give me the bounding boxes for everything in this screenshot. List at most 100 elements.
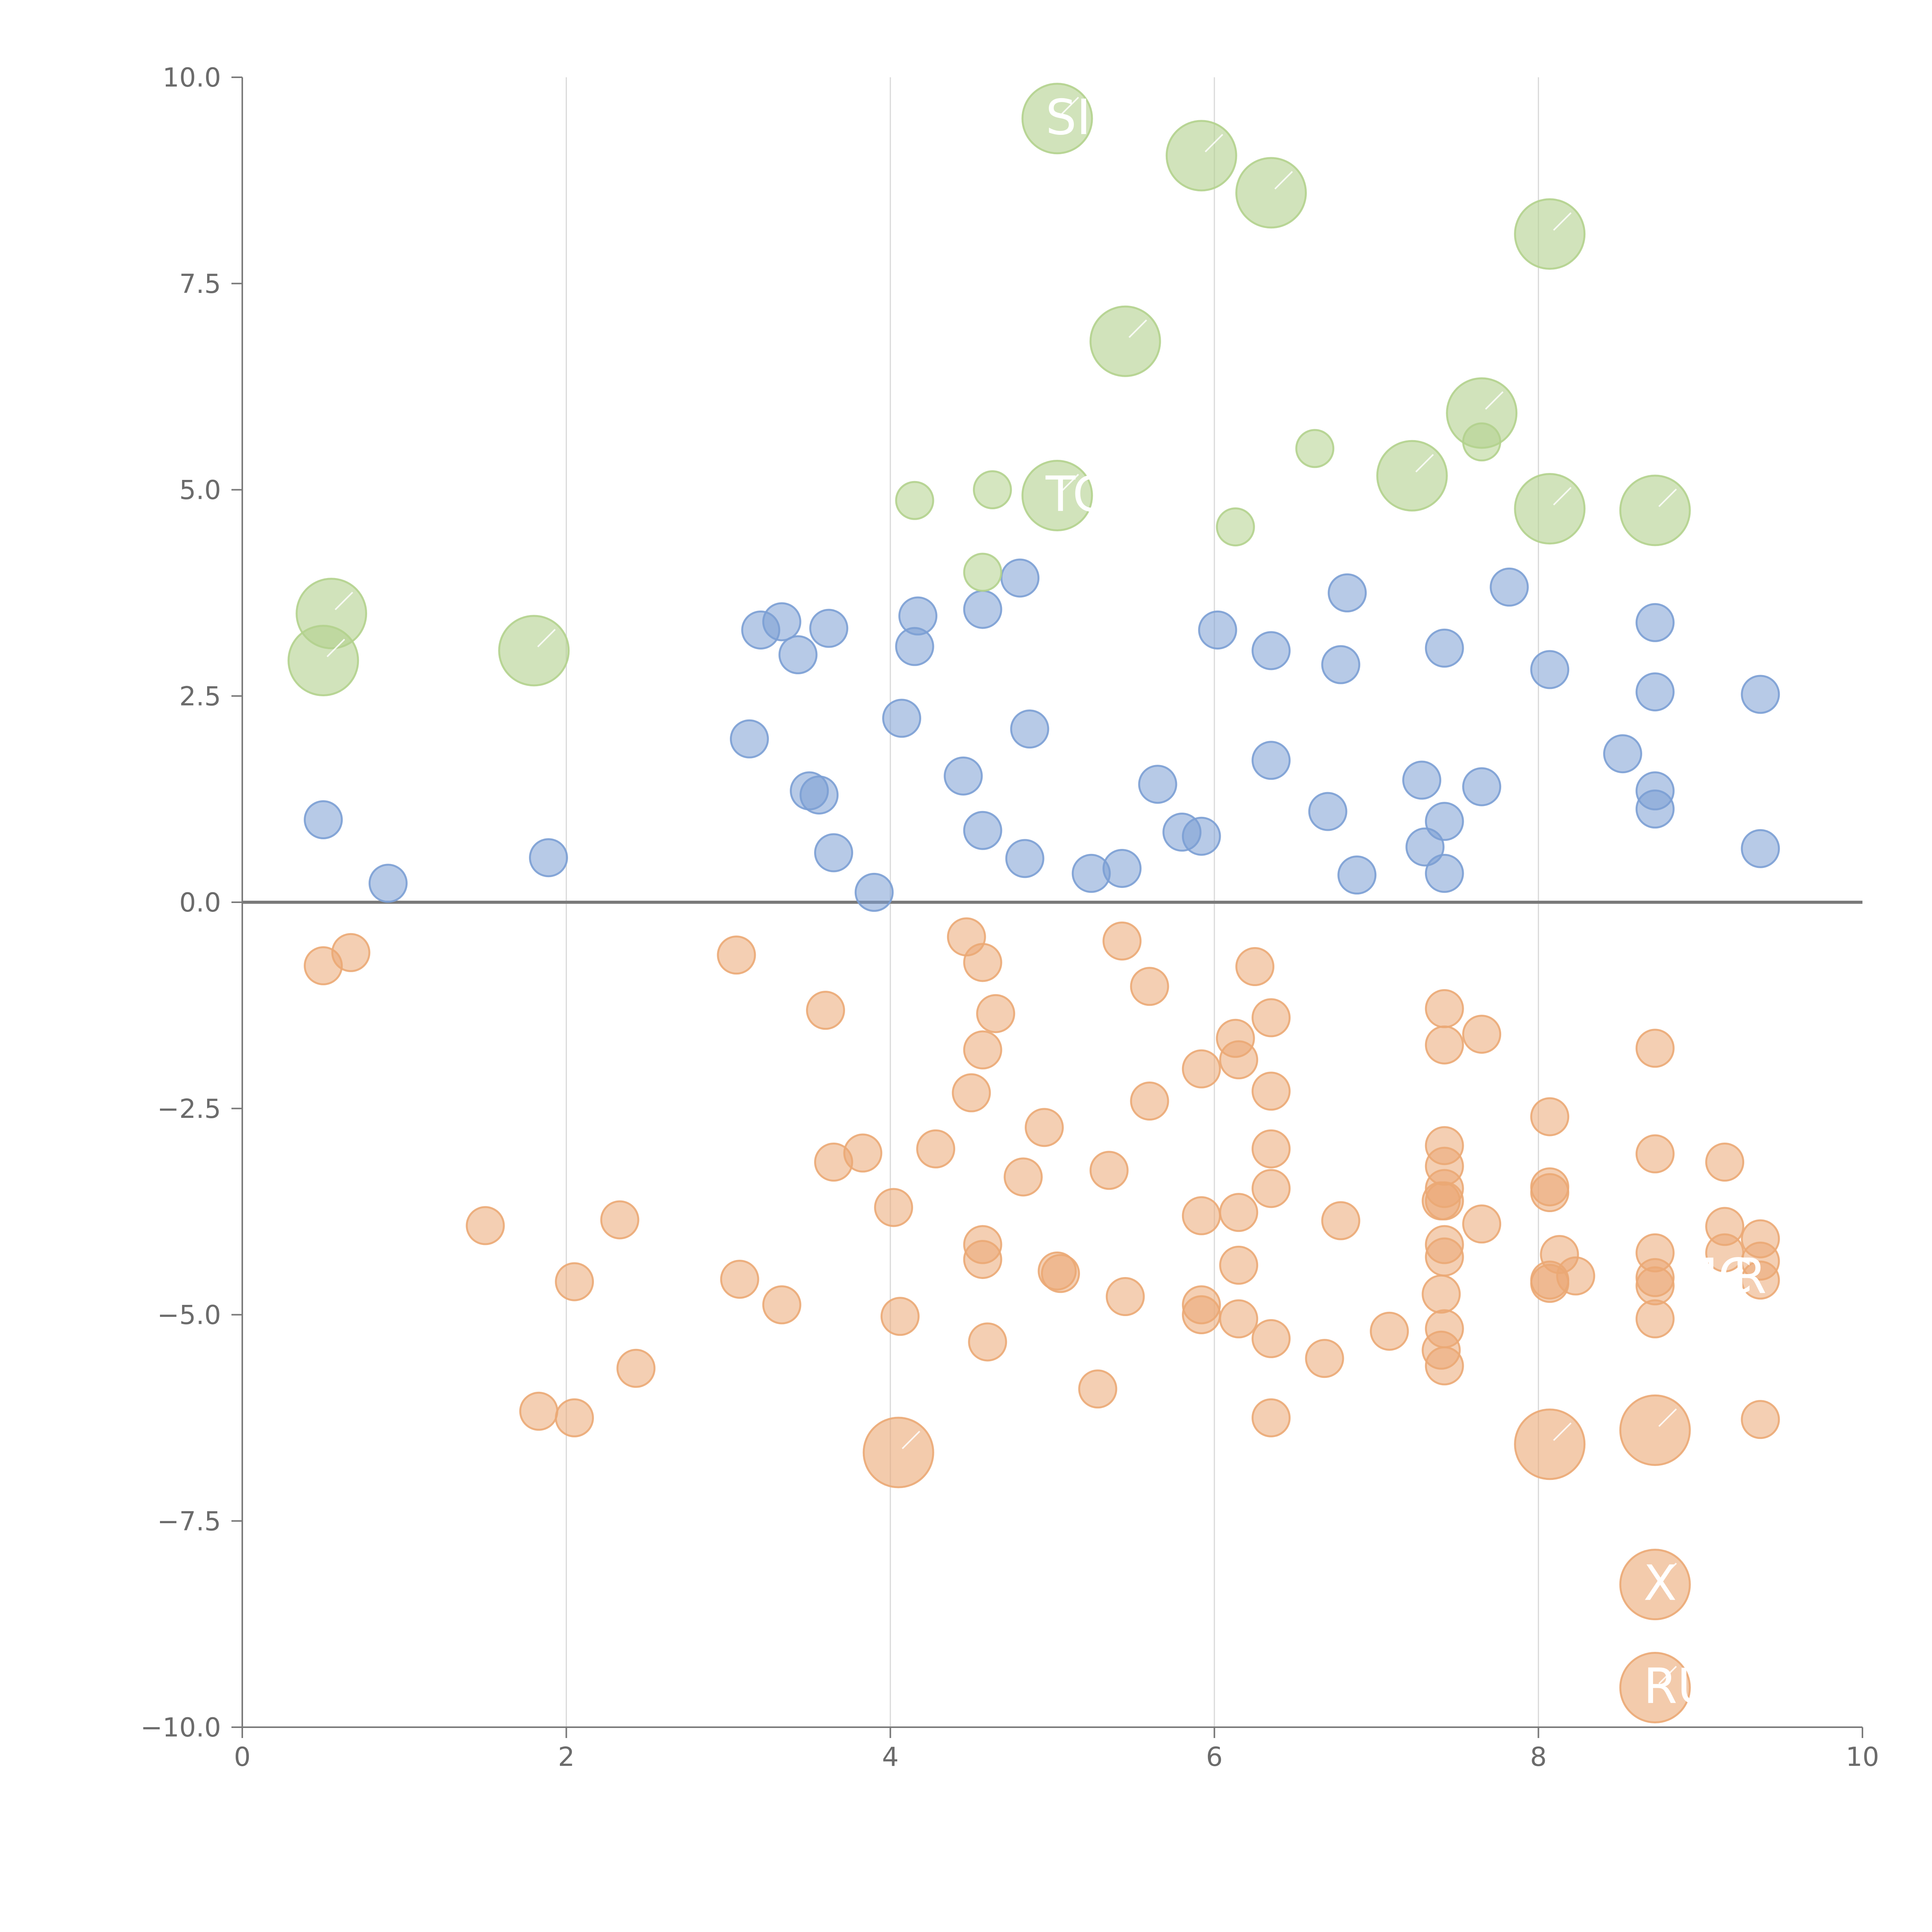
data-point: [1003, 1157, 1043, 1197]
data-point: [1635, 1266, 1675, 1306]
data-point: [304, 800, 343, 839]
data-point: [1216, 507, 1255, 547]
large-data-point: [1619, 1394, 1691, 1466]
data-point: [1603, 734, 1642, 774]
large-data-point: [498, 615, 570, 687]
y-tick-label: −5.0: [157, 1300, 221, 1331]
label-leader-line: [1553, 1422, 1572, 1441]
y-tick-label: 5.0: [179, 475, 221, 506]
data-point: [1530, 650, 1570, 689]
data-point: [1252, 1071, 1291, 1111]
data-point: [1130, 1082, 1169, 1121]
data-point: [1219, 1193, 1259, 1232]
data-point: [1025, 1108, 1064, 1147]
data-point: [1635, 603, 1675, 642]
label-leader-line: [1658, 1563, 1677, 1582]
data-point: [874, 1188, 913, 1227]
data-point: [1425, 1309, 1464, 1349]
label-leader-line: [327, 639, 345, 657]
data-point: [1005, 839, 1044, 878]
data-point: [1321, 1201, 1361, 1240]
point-label: TC: [1045, 466, 1107, 522]
y-tick-label: 2.5: [179, 681, 221, 712]
data-point: [1705, 1143, 1745, 1182]
data-point: [1182, 1295, 1221, 1334]
large-data-point: [1514, 473, 1586, 545]
data-point: [1235, 947, 1275, 986]
data-point: [1321, 645, 1361, 684]
label-leader-line: [335, 592, 354, 611]
large-data-point: [1514, 1408, 1586, 1480]
data-point: [1741, 829, 1780, 868]
data-point: [555, 1262, 594, 1301]
data-point: [895, 481, 934, 520]
data-point: [762, 602, 801, 641]
data-point: [778, 635, 818, 674]
data-point: [1105, 1277, 1145, 1316]
data-point: [1102, 849, 1142, 888]
data-point: [963, 1030, 1002, 1070]
data-point: [1295, 429, 1335, 468]
data-point: [1741, 675, 1780, 714]
data-point: [963, 811, 1002, 850]
data-point: [1635, 1029, 1675, 1068]
label-leader-line: [1060, 97, 1079, 116]
data-point: [1138, 765, 1177, 804]
y-tick-label: −2.5: [157, 1094, 221, 1124]
large-data-point: [1446, 377, 1518, 449]
x-tick-label: 2: [558, 1742, 575, 1772]
point-label: RU: [1643, 1658, 1713, 1715]
x-tick-label: 10: [1846, 1742, 1879, 1772]
label-leader-line: [1658, 1666, 1677, 1684]
data-point: [1425, 854, 1464, 893]
point-labels: SI TC X RU MCR: [1045, 89, 1767, 1715]
data-point: [1328, 573, 1367, 612]
data-point: [1530, 1173, 1570, 1213]
tick-labels: 0 2 4 6 8 10 10.0 7.5 5.0 2.5 0.0 −2.5 −5.0 −7.5 −10.0: [141, 63, 1879, 1772]
data-point: [799, 775, 839, 815]
large-data-point: [1165, 120, 1237, 192]
data-point: [963, 943, 1002, 982]
y-tick-label: 10.0: [163, 63, 221, 93]
large-data-point: [862, 1417, 934, 1488]
data-point: [1635, 672, 1675, 712]
data-point: [1252, 1129, 1291, 1168]
data-point: [814, 833, 853, 872]
data-point: [963, 1240, 1002, 1279]
data-point: [1252, 741, 1291, 780]
data-point: [555, 1398, 594, 1437]
large-data-point: [1235, 157, 1307, 229]
data-point: [1219, 1245, 1259, 1285]
y-tick-label: 7.5: [179, 269, 221, 299]
y-tick-label: −7.5: [157, 1506, 221, 1537]
data-point: [916, 1129, 956, 1168]
data-point: [1219, 1040, 1259, 1080]
data-point: [1402, 760, 1442, 800]
data-point: [973, 470, 1012, 509]
data-point: [1198, 610, 1237, 650]
data-point: [730, 719, 769, 759]
data-point: [968, 1322, 1007, 1362]
data-point: [880, 1297, 920, 1336]
data-point: [1089, 1151, 1129, 1190]
data-point: [1219, 1299, 1259, 1338]
data-point: [1425, 1025, 1464, 1065]
data-point: [466, 1206, 505, 1245]
data-point: [806, 991, 845, 1030]
label-leader-line: [1553, 212, 1572, 231]
point-label: X: [1643, 1555, 1677, 1612]
data-point: [1182, 1196, 1221, 1235]
label-leader-line: [1485, 391, 1504, 410]
data-point: [519, 1391, 558, 1431]
data-points: [304, 422, 1780, 1439]
data-point: [843, 1133, 883, 1173]
data-point: [1462, 1204, 1502, 1244]
data-point: [1252, 1398, 1291, 1437]
data-point: [1556, 1256, 1595, 1296]
label-leader-line: [1128, 319, 1147, 338]
large-data-point: [1619, 474, 1691, 546]
data-point: [762, 1285, 801, 1325]
data-point: [976, 994, 1015, 1033]
x-tick-label: 6: [1206, 1742, 1223, 1772]
data-point: [1305, 1339, 1344, 1378]
